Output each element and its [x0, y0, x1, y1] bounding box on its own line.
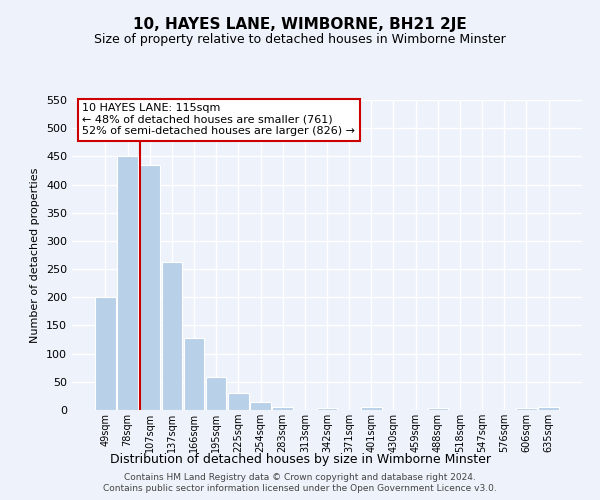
Bar [317, 408, 337, 410]
Bar [428, 408, 448, 410]
Bar [361, 407, 382, 410]
Text: Contains HM Land Registry data © Crown copyright and database right 2024.: Contains HM Land Registry data © Crown c… [124, 472, 476, 482]
Bar [118, 156, 138, 410]
Bar [272, 406, 293, 410]
Text: Distribution of detached houses by size in Wimborne Minster: Distribution of detached houses by size … [110, 452, 491, 466]
Bar [516, 408, 536, 410]
Y-axis label: Number of detached properties: Number of detached properties [31, 168, 40, 342]
Text: 10, HAYES LANE, WIMBORNE, BH21 2JE: 10, HAYES LANE, WIMBORNE, BH21 2JE [133, 18, 467, 32]
Bar [250, 402, 271, 410]
Bar [161, 262, 182, 410]
Bar [228, 393, 248, 410]
Bar [538, 407, 559, 410]
Text: Size of property relative to detached houses in Wimborne Minster: Size of property relative to detached ho… [94, 32, 506, 46]
Bar [206, 378, 226, 410]
Text: 10 HAYES LANE: 115sqm
← 48% of detached houses are smaller (761)
52% of semi-det: 10 HAYES LANE: 115sqm ← 48% of detached … [82, 103, 355, 136]
Text: Contains public sector information licensed under the Open Government Licence v3: Contains public sector information licen… [103, 484, 497, 493]
Bar [140, 165, 160, 410]
Bar [184, 338, 204, 410]
Bar [95, 298, 116, 410]
